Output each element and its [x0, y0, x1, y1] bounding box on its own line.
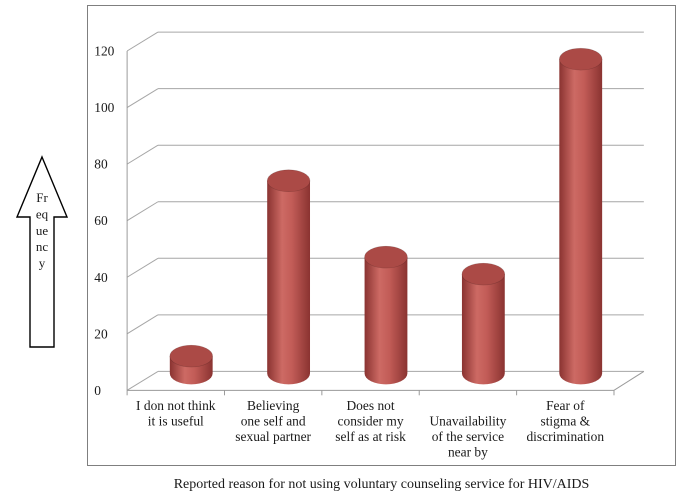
category-label-line: Fear of [546, 398, 585, 413]
bar-top-3 [461, 262, 506, 286]
up-arrow-icon [15, 155, 69, 348]
ytick-label-60: 60 [94, 213, 108, 228]
bar-body-3 [461, 274, 505, 385]
gridline-slant-40 [126, 257, 159, 278]
ytick-label-40: 40 [94, 270, 108, 285]
category-label-line: I don not think [136, 398, 216, 413]
gridline-slant-20 [126, 314, 159, 335]
ylabel-letters: y [39, 256, 46, 271]
gridline-slant-80 [126, 144, 159, 165]
category-label-line: near by [448, 445, 488, 460]
ytick-label-100: 100 [94, 100, 114, 115]
ytick-label-20: 20 [94, 326, 108, 341]
ylabel-letters: eq [36, 206, 49, 221]
ylabel-letters: Fr [36, 190, 48, 205]
ylabel-letters: nc [36, 239, 49, 254]
ytick-label-80: 80 [94, 157, 108, 172]
chart-caption: Reported reason for not using voluntary … [173, 477, 590, 492]
category-label-line: Unavailability [429, 414, 506, 429]
ylabel-letters: ue [36, 223, 49, 238]
bar-body-4 [559, 59, 603, 385]
gridline-slant-60 [126, 201, 159, 222]
bar-top-4 [559, 47, 603, 71]
bar-top-1 [266, 169, 311, 193]
bar-body-2 [364, 257, 408, 385]
cylinder-bar-1 [266, 169, 311, 385]
cylinder-bar-4 [559, 47, 603, 385]
category-label-line: it is useful [148, 414, 204, 429]
category-label-line: discrimination [526, 429, 604, 444]
plot-area-border: 0 20 40 60 80 100 120 I don not think it is usef… [87, 5, 676, 466]
gridline-slant-100 [126, 88, 159, 108]
category-label-line: one self and [241, 414, 306, 429]
bar-top-0 [169, 344, 213, 368]
bar-top-2 [364, 245, 408, 269]
bar-body-1 [267, 180, 311, 385]
gridline-slant-0 [126, 370, 159, 391]
ytick-label-120: 120 [94, 44, 114, 59]
cylinder-bar-3 [461, 262, 506, 385]
category-label-line: consider my [338, 414, 404, 429]
gridline-slant-120 [126, 31, 159, 52]
category-label-line: stigma & [540, 414, 590, 429]
category-label-line: Does not [346, 398, 394, 413]
cylinder-bar-0 [169, 344, 213, 385]
cylinder-bar-2 [364, 245, 408, 385]
category-label-line: of the service [432, 429, 504, 444]
category-label-line: Believing [247, 398, 300, 413]
category-label-line: sexual partner [235, 429, 311, 444]
ytick-label-0: 0 [94, 383, 101, 398]
floor-right-edge [613, 370, 645, 391]
category-label-line: self as at risk [335, 429, 406, 444]
